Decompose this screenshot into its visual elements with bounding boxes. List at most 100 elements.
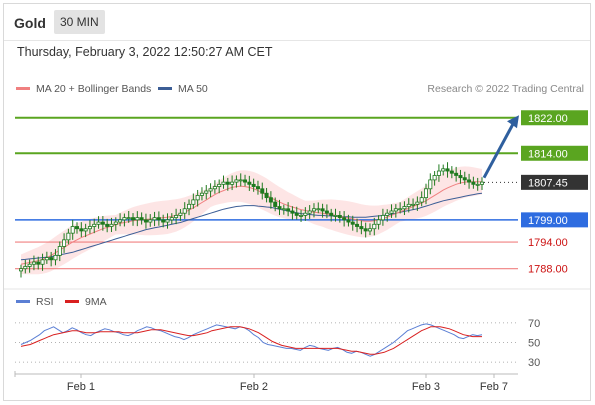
candle-body bbox=[217, 183, 222, 187]
candle-body bbox=[135, 217, 140, 221]
candle-body bbox=[148, 219, 153, 223]
candle-body bbox=[83, 228, 88, 232]
candle-body bbox=[419, 197, 424, 203]
ma50-line bbox=[20, 192, 483, 261]
level-label-1807.45: 1807.45 bbox=[528, 177, 568, 189]
candle-body bbox=[23, 266, 28, 270]
candle-body bbox=[441, 168, 446, 172]
candle-body bbox=[363, 228, 368, 232]
rsi-tick-50: 50 bbox=[528, 338, 540, 350]
level-label-1799.00: 1799.00 bbox=[528, 215, 568, 227]
candle-body bbox=[143, 219, 148, 223]
x-tick-label-feb-2: Feb 2 bbox=[240, 381, 268, 393]
candle-body bbox=[57, 246, 62, 256]
candle-body bbox=[212, 186, 217, 190]
candle-body bbox=[195, 195, 200, 201]
timeframe-button[interactable]: 30 MIN bbox=[54, 10, 105, 34]
candle-body bbox=[238, 179, 243, 182]
candle-body bbox=[445, 168, 450, 172]
candle-body bbox=[126, 217, 131, 220]
candle-body bbox=[273, 201, 278, 207]
chart-datetime: Thursday, February 3, 2022 12:50:27 AM C… bbox=[17, 45, 273, 59]
candle-body bbox=[118, 219, 123, 223]
level-label-1788.00: 1788.00 bbox=[528, 264, 568, 276]
research-credit: Research © 2022 Trading Central bbox=[427, 83, 584, 95]
candle-body bbox=[423, 188, 428, 199]
ma20-legend-swatch bbox=[16, 87, 30, 90]
candle-body bbox=[329, 212, 334, 216]
candle-body bbox=[350, 221, 355, 225]
candle-body bbox=[337, 215, 342, 219]
candle-body bbox=[208, 188, 213, 192]
rsi-tick-70: 70 bbox=[528, 318, 540, 330]
candle-body bbox=[449, 170, 454, 174]
candle-body bbox=[385, 212, 390, 216]
level-label-1814.00: 1814.00 bbox=[528, 148, 568, 160]
candle-body bbox=[286, 208, 291, 212]
candle-body bbox=[169, 217, 174, 221]
candle-body bbox=[131, 217, 136, 221]
candle-body bbox=[178, 212, 183, 216]
candle-body bbox=[204, 190, 209, 194]
candle-body bbox=[367, 228, 372, 232]
candle-body bbox=[281, 208, 286, 211]
level-label-1794.00: 1794.00 bbox=[528, 237, 568, 249]
candle-body bbox=[376, 219, 381, 225]
ma20-line bbox=[20, 181, 482, 265]
candle-body bbox=[303, 212, 308, 216]
forecast-arrow-shaft bbox=[482, 121, 516, 179]
rsi-legend-swatch bbox=[16, 300, 30, 303]
candle-body bbox=[428, 179, 433, 190]
candle-body bbox=[406, 203, 411, 207]
candle-body bbox=[372, 223, 377, 230]
candle-body bbox=[415, 201, 420, 205]
candle-body bbox=[161, 219, 166, 223]
level-tag-1799.00 bbox=[521, 212, 588, 228]
candle-body bbox=[380, 215, 385, 221]
candle-body bbox=[139, 217, 144, 221]
candle-body bbox=[75, 226, 80, 230]
candle-body bbox=[174, 215, 179, 219]
candle-body bbox=[277, 206, 282, 210]
candle-body bbox=[260, 188, 265, 194]
candle-body bbox=[398, 208, 403, 211]
chart-frame: Gold 30 MIN Thursday, February 3, 2022 1… bbox=[3, 3, 591, 401]
candle-body bbox=[18, 268, 23, 272]
candle-body bbox=[44, 257, 49, 261]
candle-body bbox=[359, 226, 364, 230]
candle-body bbox=[346, 219, 351, 223]
candle-body bbox=[243, 179, 248, 183]
candle-body bbox=[70, 226, 75, 234]
rsi-tick-30: 30 bbox=[528, 357, 540, 369]
candle-body bbox=[152, 217, 157, 221]
candle-body bbox=[62, 239, 67, 247]
level-label-1822.00: 1822.00 bbox=[528, 113, 568, 125]
candle-body bbox=[225, 181, 230, 185]
candle-body bbox=[307, 210, 312, 214]
candle-body bbox=[264, 192, 269, 199]
rsi-ma-legend-label: 9MA bbox=[85, 296, 107, 308]
candle-body bbox=[324, 210, 329, 214]
x-tick-label-feb-3: Feb 3 bbox=[412, 381, 440, 393]
candle-body bbox=[467, 179, 472, 183]
candle-body bbox=[247, 181, 252, 185]
forecast-arrow-head bbox=[507, 115, 519, 129]
candle-body bbox=[36, 261, 41, 265]
level-tag-1814.00 bbox=[521, 145, 588, 161]
ma50-legend-label: MA 50 bbox=[178, 83, 208, 95]
candle-body bbox=[355, 223, 360, 227]
candle-body bbox=[92, 223, 97, 227]
candle-body bbox=[436, 170, 441, 176]
candle-body bbox=[432, 175, 437, 181]
candle-body bbox=[100, 221, 105, 225]
candle-body bbox=[27, 263, 32, 267]
candle-body bbox=[393, 208, 398, 212]
candle-body bbox=[122, 217, 127, 221]
candle-body bbox=[458, 175, 463, 179]
candle-body bbox=[402, 206, 407, 210]
candle-body bbox=[165, 219, 170, 223]
candle-body bbox=[96, 221, 101, 225]
candle-body bbox=[230, 181, 235, 185]
candle-body bbox=[109, 223, 114, 227]
level-tag-1822.00 bbox=[521, 110, 588, 126]
